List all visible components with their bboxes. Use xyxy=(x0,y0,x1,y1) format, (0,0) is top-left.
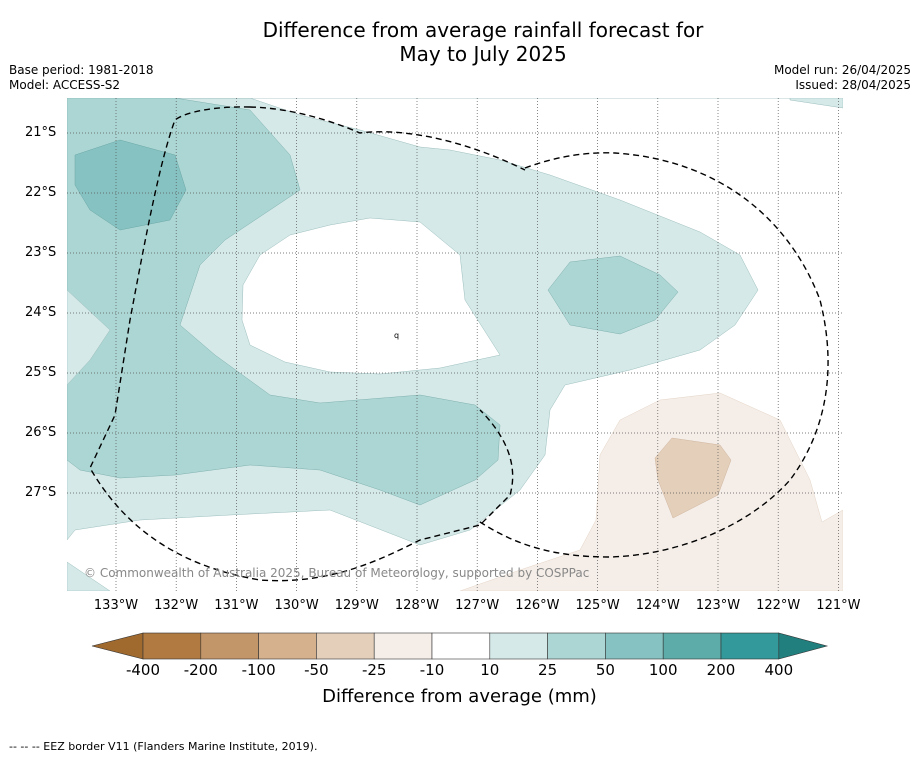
colorbar-extend-high xyxy=(778,632,829,660)
colorbar-label: 400 xyxy=(764,661,794,679)
colorbar-swatch xyxy=(258,632,317,660)
colorbar-swatch xyxy=(720,632,780,660)
colorbar-label: -10 xyxy=(419,661,445,679)
colorbar-swatch xyxy=(200,632,259,660)
title-line-2: May to July 2025 xyxy=(399,42,567,66)
contour-25-50-east xyxy=(547,255,679,335)
longitude-label: 133°W xyxy=(93,598,139,613)
longitude-label: 127°W xyxy=(455,598,500,613)
latitude-label: 27°S xyxy=(25,485,57,500)
latitude-label: 21°S xyxy=(25,125,57,140)
colorbar-swatch xyxy=(605,632,664,660)
model-name: Model: ACCESS-S2 xyxy=(9,78,121,92)
longitude-label: 125°W xyxy=(575,598,620,613)
longitude-label: 128°W xyxy=(394,598,440,613)
colorbar-label: 200 xyxy=(706,661,736,679)
colorbar-swatch xyxy=(547,632,606,660)
title-line-1: Difference from average rainfall forecas… xyxy=(262,18,704,42)
latitude-label: 23°S xyxy=(25,245,57,260)
longitude-label: 131°W xyxy=(214,598,259,613)
latitude-label: 24°S xyxy=(25,305,57,320)
colorbar-swatch xyxy=(489,632,548,660)
colorbar-swatch xyxy=(142,632,202,660)
longitude-label: 132°W xyxy=(154,598,199,613)
longitude-label: 122°W xyxy=(756,598,801,613)
colorbar-label: 25 xyxy=(538,661,558,679)
eez-border-north xyxy=(249,106,526,171)
contour-minus25-minus50 xyxy=(654,437,732,519)
contour-minus10-minus25 xyxy=(459,392,843,591)
colorbar-swatch xyxy=(316,632,375,660)
colorbar-label: -50 xyxy=(304,661,329,679)
colorbar-label: 50 xyxy=(595,661,615,679)
copyright-notice: © Commonwealth of Australia 2025, Bureau… xyxy=(84,566,590,580)
longitude-label: 126°W xyxy=(515,598,560,613)
longitude-label: 130°W xyxy=(274,598,319,613)
contour-10-25-patch-west xyxy=(67,289,111,386)
graticule xyxy=(67,98,843,591)
latitude-label: 22°S xyxy=(25,185,57,200)
colorbar-swatch xyxy=(373,632,433,660)
colorbar-swatch xyxy=(662,632,722,660)
meta-left: Base period: 1981-2018 Model: ACCESS-S2 xyxy=(9,63,154,93)
latitude-label: 26°S xyxy=(25,425,57,440)
longitude-label: 121°W xyxy=(816,598,861,613)
latitude-label: 25°S xyxy=(25,365,57,380)
longitude-label: 129°W xyxy=(334,598,379,613)
colorbar-swatch xyxy=(431,632,491,660)
base-period: Base period: 1981-2018 xyxy=(9,63,154,77)
colorbar-label: -25 xyxy=(361,661,387,679)
longitude-label: 124°W xyxy=(635,598,680,613)
colorbar-extend-low xyxy=(91,632,144,660)
rainfall-contours: q xyxy=(67,98,843,591)
issued-date: Issued: 28/04/2025 xyxy=(795,78,911,92)
eez-border-east xyxy=(479,152,829,558)
colorbar-label: 100 xyxy=(648,661,678,679)
colorbar-label: 10 xyxy=(480,661,500,679)
model-run: Model run: 26/04/2025 xyxy=(773,63,911,77)
colorbar-label: -200 xyxy=(183,661,218,679)
meta-right: Model run: 26/04/2025 Issued: 28/04/2025 xyxy=(774,63,911,93)
colorbar-title: Difference from average (mm) xyxy=(322,686,597,707)
contour-10-25-patch-sw xyxy=(67,561,111,591)
colorbar xyxy=(91,632,829,660)
colorbar-label: -100 xyxy=(241,661,276,679)
map-title: Difference from average rainfall forecas… xyxy=(0,18,919,66)
eez-footnote: -- -- -- EEZ border V11 (Flanders Marine… xyxy=(9,740,318,753)
marker-small: q xyxy=(394,331,399,340)
colorbar-label: -400 xyxy=(125,661,161,679)
longitude-label: 123°W xyxy=(695,598,741,613)
contour-hole xyxy=(241,217,501,375)
